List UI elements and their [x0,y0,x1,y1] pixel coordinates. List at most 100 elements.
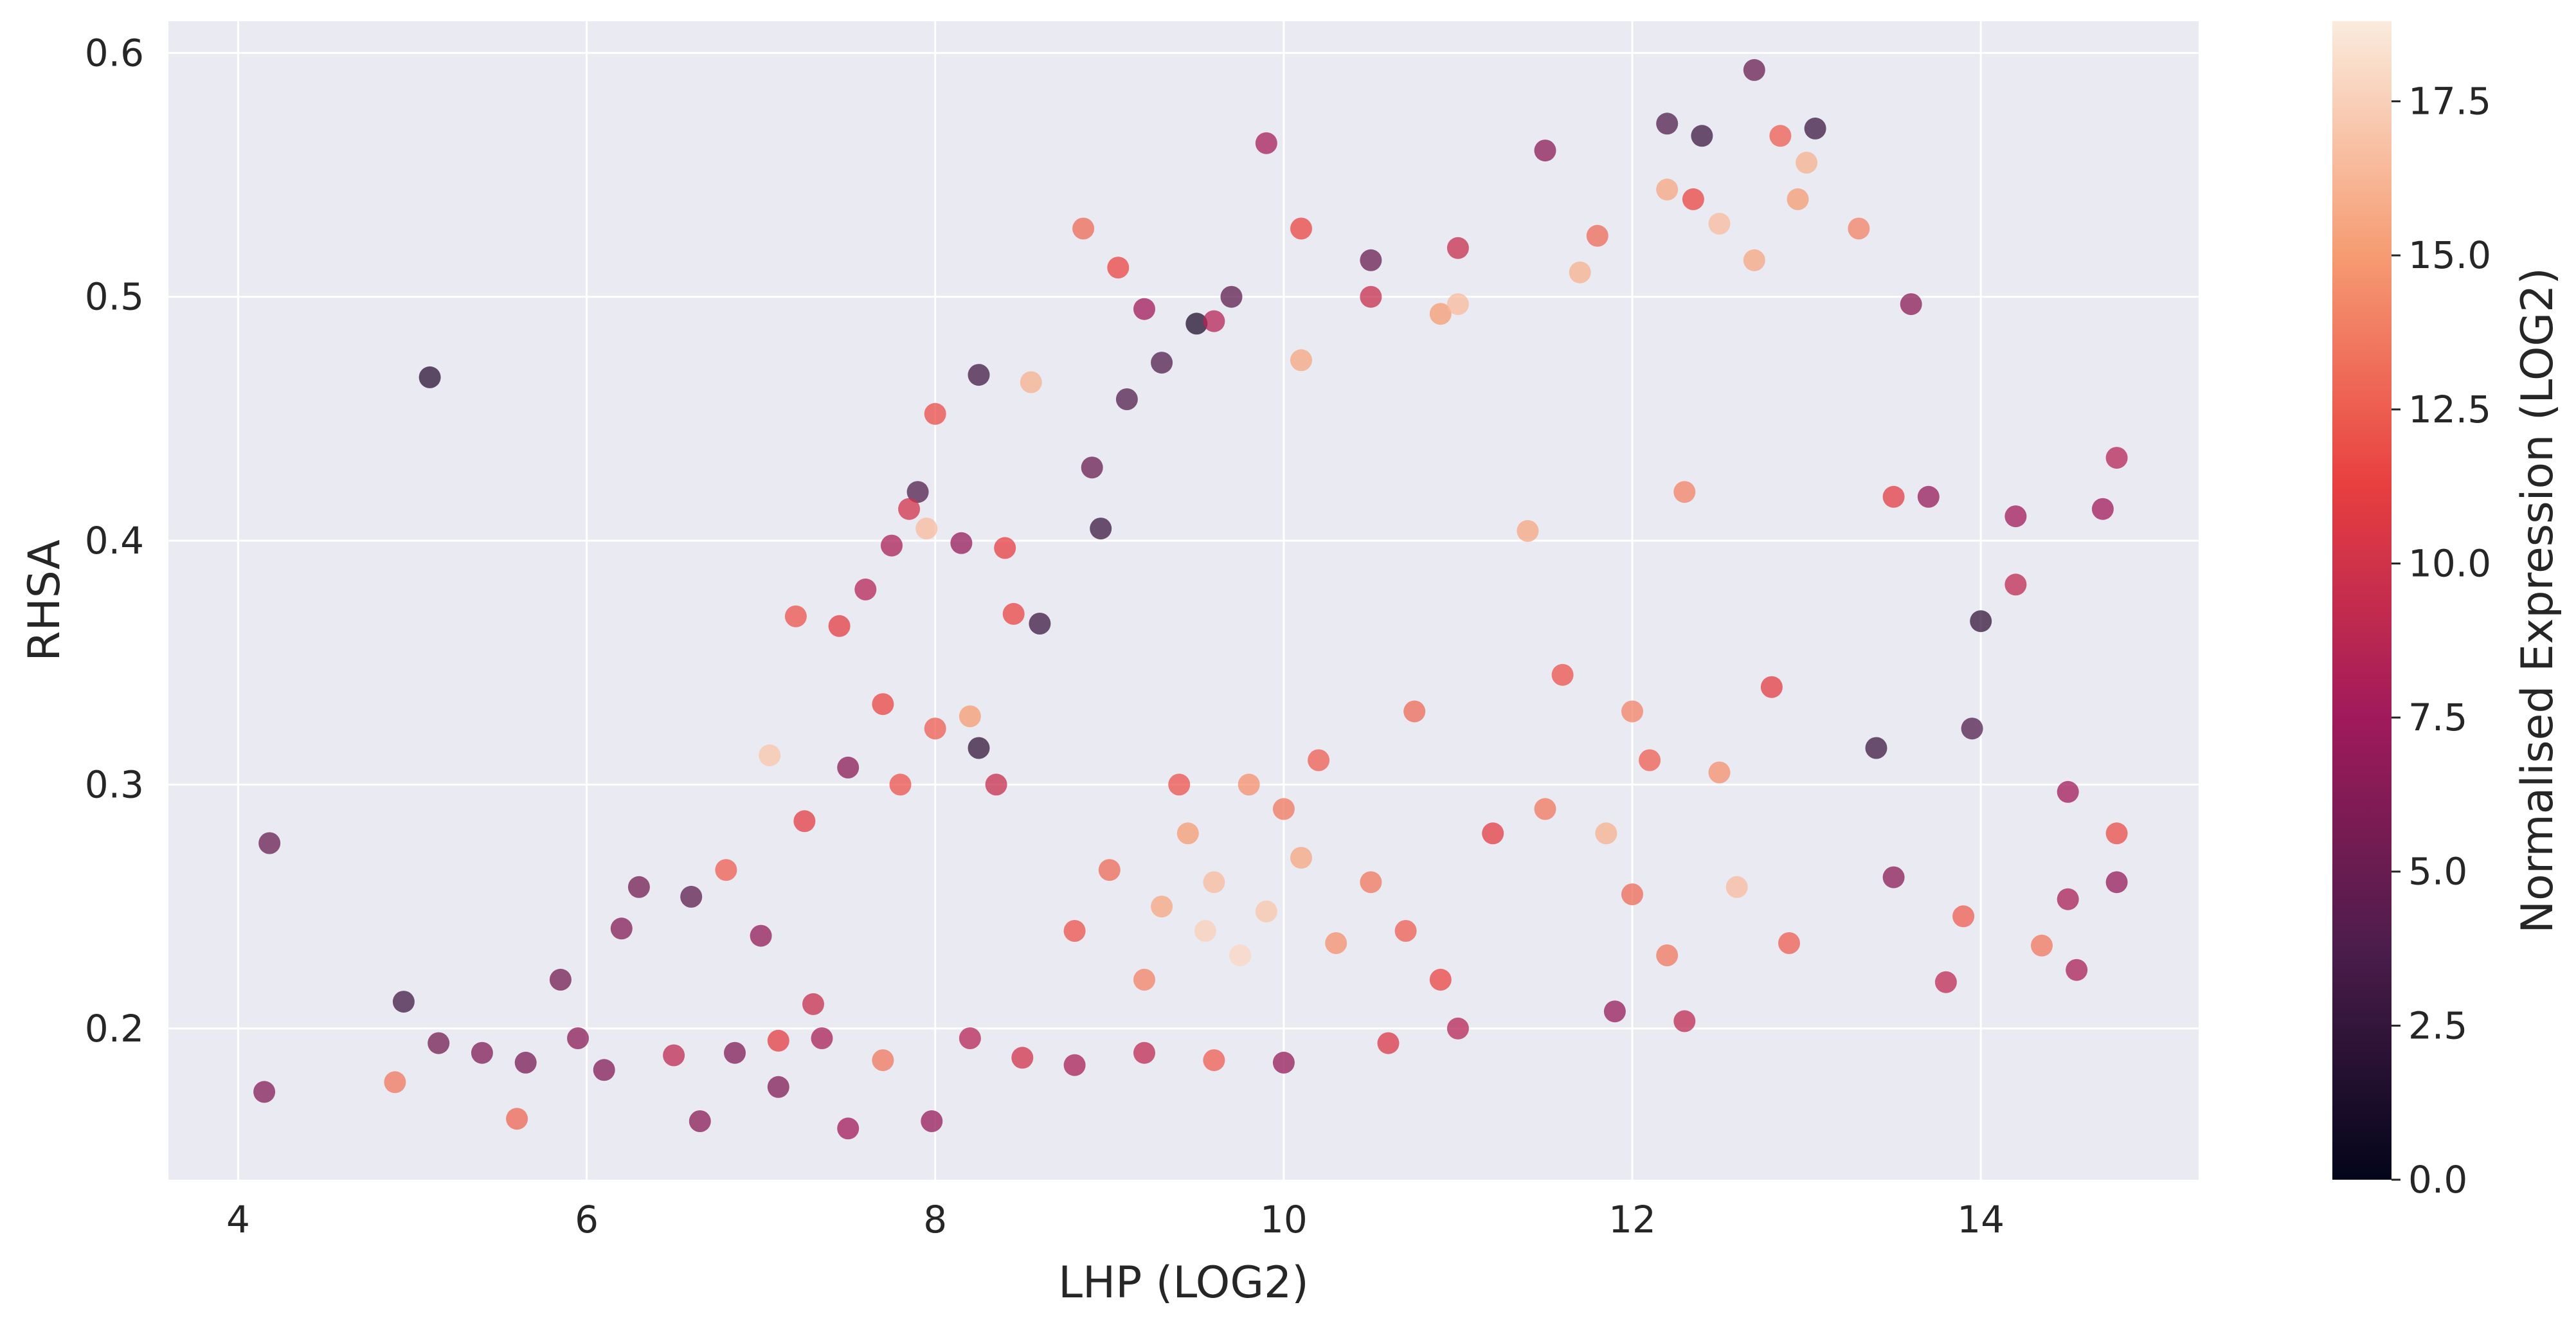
scatter-point [1769,125,1792,147]
scatter-point [471,1041,493,1064]
scatter-point [1098,859,1121,881]
scatter-point [1673,481,1696,503]
scatter-point [1429,968,1452,991]
scatter-point [1290,349,1312,372]
scatter-point [1621,883,1643,906]
x-tick-label: 4 [226,1198,250,1241]
scatter-point [1961,717,1983,740]
scatter-point [1360,285,1382,308]
scatter-point [1429,303,1452,325]
colorbar-tick-label: 10.0 [2408,541,2491,585]
x-axis-title: LHP (LOG2) [1058,1257,1309,1308]
scatter-point [811,1027,833,1049]
x-tick-label: 12 [1608,1198,1656,1241]
scatter-point [1176,822,1199,845]
scatter-point [663,1044,685,1067]
x-tick-label: 8 [923,1198,947,1241]
scatter-point [898,498,921,520]
scatter-point [924,402,946,425]
scatter-point [1255,132,1277,154]
scatter-point [384,1071,406,1094]
scatter-point [968,737,990,759]
scatter-point [1290,847,1312,869]
colorbar-tick-label: 7.5 [2408,696,2467,739]
scatter-point [1133,298,1155,320]
scatter-point [689,1110,711,1132]
scatter-point [1952,905,1975,928]
scatter-point [1970,610,1992,633]
scatter-point [1517,519,1539,542]
scatter-point [921,1110,943,1132]
scatter-point [2066,959,2088,981]
scatter-point [924,717,946,740]
scatter-point [1656,113,1679,135]
scatter-point [767,1076,789,1098]
y-tick-label: 0.6 [85,31,144,75]
x-axis-ticks: 4 6 8 10 12 14 [226,1198,2004,1241]
scatter-point [1325,932,1347,954]
scatter-point [767,1029,789,1052]
scatter-point [1882,485,1905,508]
scatter-point [1656,178,1679,201]
scatter-point [1403,700,1426,723]
scatter-point [1168,773,1191,796]
scatter-point [1151,896,1173,918]
scatter-point [881,534,903,557]
scatter-point [915,518,938,540]
scatter-point [1090,518,1112,540]
scatter-point [1865,737,1887,759]
scatter-point [1656,944,1679,966]
scatter-point [1203,871,1225,894]
y-axis-title: RHSA [19,539,70,661]
scatter-point [906,481,929,503]
scatter-point [793,810,816,833]
scatter-point [1115,388,1138,410]
scatter-point [828,615,851,637]
scatter-point [1804,117,1826,140]
scatter-point [1272,798,1295,820]
scatter-point [1760,676,1783,698]
scatter-point [1586,224,1608,247]
scatter-point [419,366,441,388]
scatter-point [724,1041,746,1064]
scatter-point [1882,866,1905,888]
scatter-point [1029,613,1051,635]
scatter-point [1133,1041,1155,1064]
scatter-point [950,532,973,554]
y-tick-label: 0.4 [85,519,144,563]
scatter-point [1778,932,1800,954]
scatter-point [837,1117,860,1140]
scatter-point [1934,971,1957,993]
x-tick-label: 14 [1957,1198,2004,1241]
scatter-point [1621,700,1643,723]
scatter-point [680,885,703,908]
scatter-point [610,917,633,940]
scatter-point [1360,871,1382,894]
scatter-point [1639,749,1661,771]
scatter-point [1603,1000,1626,1023]
scatter-point [1272,1051,1295,1074]
scatter-point [593,1059,615,1081]
colorbar-title: Normalised Expression (LOG2) [2512,267,2563,933]
scatter-point [1725,876,1748,898]
scatter-point [514,1051,537,1074]
scatter-point [549,968,572,991]
scatter-point [1848,217,1870,240]
scatter-point [968,364,990,386]
scatter-point [1673,1010,1696,1032]
scatter-point [2105,871,2128,894]
colorbar-tick-label: 0.0 [2408,1158,2467,1202]
scatter-point [1917,485,1940,508]
scatter-point [1107,257,1130,279]
scatter-point [1377,1032,1400,1054]
scatter-point [428,1032,450,1054]
scatter-point [2004,573,2027,596]
scatter-point [1534,798,1556,820]
scatter-point [1743,249,1765,271]
scatter-point [1063,920,1086,942]
x-tick-label: 6 [575,1198,599,1241]
x-tick-label: 10 [1260,1198,1308,1241]
scatter-point [1682,188,1704,210]
scatter-point [1708,212,1731,235]
